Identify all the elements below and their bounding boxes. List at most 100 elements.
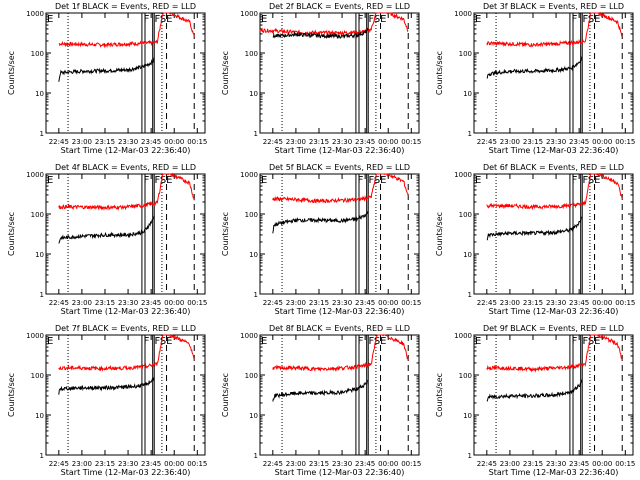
x-tick-label: 00:00: [592, 138, 612, 146]
x-tick-label: 22:45: [49, 299, 69, 307]
annotation-label: F: [358, 175, 364, 186]
annotation-label: F: [368, 336, 374, 347]
series-line-lld-red: [272, 333, 409, 373]
x-tick-label: 23:45: [569, 299, 589, 307]
x-tick-label: 23:15: [523, 460, 543, 468]
detector-panel-6: Det 6f BLACK = Events, RED = LLD 1 10 100 10…: [435, 163, 635, 316]
annotation-label: F: [572, 336, 578, 347]
x-tick-label: 22:45: [477, 299, 497, 307]
x-tick-label: 00:15: [187, 460, 207, 468]
y-axis-label: Counts/sec: [221, 212, 230, 256]
x-tick-label: 22:45: [477, 460, 497, 468]
x-tick-label: 23:00: [72, 460, 92, 468]
detector-panel-9: Det 9f BLACK = Events, RED = LLD 1 10 100 10…: [435, 324, 635, 477]
y-tick-label: 1000: [26, 171, 44, 179]
series-line-events-black: [486, 216, 583, 241]
x-tick-label: 23:45: [141, 460, 161, 468]
annotation-label: F: [358, 14, 364, 25]
panel-title: Det 1f BLACK = Events, RED = LLD: [55, 2, 196, 11]
x-tick-label: 23:45: [569, 138, 589, 146]
y-tick-label: 1: [254, 291, 258, 299]
x-tick-label: 00:00: [592, 460, 612, 468]
x-tick-label: 23:30: [546, 299, 566, 307]
x-tick-label: 23:00: [500, 299, 520, 307]
x-tick-label: 23:30: [118, 299, 138, 307]
y-tick-label: 1: [468, 130, 472, 138]
x-tick-label: 23:15: [95, 299, 115, 307]
annotation-label: F: [144, 336, 150, 347]
x-tick-label: 23:00: [500, 138, 520, 146]
series-line-events-black: [58, 57, 155, 82]
series-line-lld-red: [486, 11, 623, 48]
y-tick-label: 1: [40, 452, 44, 460]
y-tick-label: 10: [463, 90, 472, 98]
annotation-label: E: [261, 175, 267, 186]
x-tick-label: 00:00: [378, 138, 398, 146]
series-line-events-black: [58, 215, 155, 244]
x-tick-label: 00:00: [164, 138, 184, 146]
y-tick-label: 10: [249, 412, 258, 420]
plot-frame: [259, 173, 420, 295]
y-tick-label: 1: [468, 452, 472, 460]
x-tick-label: 22:45: [263, 299, 283, 307]
x-tick-label: 23:30: [332, 299, 352, 307]
y-tick-label: 10: [35, 90, 44, 98]
x-axis-label: Start Time (12-Mar-03 22:36:40): [61, 146, 191, 155]
y-tick-label: 10: [463, 412, 472, 420]
detector-panel-8: Det 8f BLACK = Events, RED = LLD 1 10 100 10…: [221, 324, 421, 477]
panel-title: Det 6f BLACK = Events, RED = LLD: [483, 163, 624, 172]
y-tick-label: 1000: [454, 171, 472, 179]
x-tick-label: 00:15: [401, 138, 421, 146]
y-tick-label: 1000: [454, 332, 472, 340]
x-tick-label: 00:00: [164, 460, 184, 468]
plot-frame: [45, 334, 206, 456]
series-line-lld-red: [486, 172, 623, 211]
annotation-label: E: [47, 175, 53, 186]
series-line-lld-red: [58, 12, 195, 49]
annotation-label: F: [358, 336, 364, 347]
x-tick-label: 23:00: [500, 460, 520, 468]
y-tick-label: 100: [459, 372, 472, 380]
series-line-events-black: [272, 27, 369, 40]
x-tick-label: 00:15: [615, 138, 635, 146]
x-tick-label: 23:30: [332, 138, 352, 146]
annotation-label: E: [261, 14, 267, 25]
x-tick-label: 22:45: [477, 138, 497, 146]
x-tick-label: 23:15: [523, 138, 543, 146]
x-tick-label: 23:30: [546, 138, 566, 146]
y-tick-label: 1: [40, 291, 44, 299]
x-axis-label: Start Time (12-Mar-03 22:36:40): [489, 146, 619, 155]
detector-panel-3: Det 3f BLACK = Events, RED = LLD 1 10 100 10…: [435, 2, 635, 155]
y-tick-label: 100: [245, 211, 258, 219]
x-tick-label: 23:45: [355, 299, 375, 307]
x-tick-label: 22:45: [49, 460, 69, 468]
x-tick-label: 23:45: [355, 460, 375, 468]
annotation-label: F: [572, 14, 578, 25]
series-line-lld-red: [58, 172, 195, 211]
panel-title: Det 8f BLACK = Events, RED = LLD: [269, 324, 410, 333]
plot-frame: [473, 12, 634, 134]
y-tick-label: 1000: [240, 171, 258, 179]
y-tick-label: 1: [40, 130, 44, 138]
annotation-label: F: [368, 175, 374, 186]
x-tick-label: 23:30: [546, 460, 566, 468]
x-tick-label: 00:00: [378, 460, 398, 468]
plot-frame: [473, 173, 634, 295]
x-axis-label: Start Time (12-Mar-03 22:36:40): [489, 307, 619, 316]
annotation-label: SE: [374, 175, 387, 186]
annotation-label: F: [572, 175, 578, 186]
plot-frame: [473, 334, 634, 456]
annotation-label: F: [154, 175, 160, 186]
annotation-label: SE: [588, 175, 601, 186]
x-tick-label: 00:15: [187, 138, 207, 146]
annotation-label: F: [582, 336, 588, 347]
x-tick-label: 23:30: [118, 460, 138, 468]
x-tick-label: 23:45: [141, 138, 161, 146]
series-line-events-black: [272, 379, 369, 402]
y-axis-label: Counts/sec: [435, 51, 444, 95]
x-tick-label: 23:15: [309, 460, 329, 468]
x-axis-label: Start Time (12-Mar-03 22:36:40): [275, 146, 405, 155]
detector-panel-7: Det 7f BLACK = Events, RED = LLD 1 10 100 10…: [7, 324, 207, 477]
x-tick-label: 23:15: [95, 460, 115, 468]
